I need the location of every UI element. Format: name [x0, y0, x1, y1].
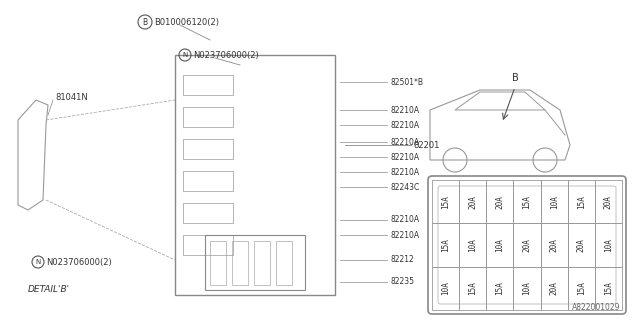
Bar: [432, 267, 459, 310]
Text: 82235: 82235: [390, 277, 414, 286]
Bar: [432, 180, 459, 223]
Text: N: N: [182, 52, 188, 58]
Bar: [459, 223, 486, 267]
Text: 10A: 10A: [604, 238, 613, 252]
Text: 15A: 15A: [604, 281, 613, 295]
Bar: [513, 180, 541, 223]
Text: 10A: 10A: [441, 281, 450, 295]
Text: 82210A: 82210A: [390, 138, 419, 147]
Bar: [513, 223, 541, 267]
Bar: [595, 223, 622, 267]
Text: B: B: [511, 73, 518, 83]
Text: 15A: 15A: [468, 281, 477, 295]
Text: 15A: 15A: [495, 281, 504, 295]
Text: 15A: 15A: [522, 195, 531, 209]
Text: 20A: 20A: [522, 238, 531, 252]
Text: 20A: 20A: [550, 238, 559, 252]
Bar: [459, 267, 486, 310]
Bar: [183, 171, 233, 191]
Text: N023706000(2): N023706000(2): [46, 258, 112, 267]
Bar: [210, 241, 226, 285]
Text: 82210A: 82210A: [390, 167, 419, 177]
Text: 15A: 15A: [577, 195, 586, 209]
Text: 15A: 15A: [577, 281, 586, 295]
Text: 20A: 20A: [495, 195, 504, 209]
Text: 15A: 15A: [441, 195, 450, 209]
Bar: [232, 241, 248, 285]
Bar: [541, 267, 568, 310]
Text: 82501*B: 82501*B: [390, 77, 423, 86]
Text: 81041N: 81041N: [55, 93, 88, 102]
Text: 10A: 10A: [495, 238, 504, 252]
Text: 10A: 10A: [522, 281, 531, 295]
Text: DETAIL'B': DETAIL'B': [28, 285, 70, 294]
Bar: [486, 267, 513, 310]
Text: 82210A: 82210A: [390, 215, 419, 225]
Text: 82210A: 82210A: [390, 230, 419, 239]
Bar: [175, 55, 335, 295]
Text: 82212: 82212: [390, 255, 413, 265]
Text: B010006120(2): B010006120(2): [154, 18, 219, 27]
Bar: [205, 235, 305, 290]
Bar: [541, 180, 568, 223]
Text: 82210A: 82210A: [390, 106, 419, 115]
Text: 10A: 10A: [468, 238, 477, 252]
Text: A822001029: A822001029: [572, 303, 620, 312]
Text: 82201: 82201: [413, 140, 440, 149]
Bar: [432, 223, 459, 267]
Text: 82243C: 82243C: [390, 182, 419, 191]
Bar: [568, 180, 595, 223]
Text: 10A: 10A: [550, 195, 559, 209]
Bar: [183, 203, 233, 223]
Text: 20A: 20A: [468, 195, 477, 209]
Text: 20A: 20A: [550, 281, 559, 295]
Text: N023706000(2): N023706000(2): [193, 51, 259, 60]
Bar: [595, 267, 622, 310]
Bar: [459, 180, 486, 223]
Text: 82210A: 82210A: [390, 121, 419, 130]
Bar: [183, 139, 233, 159]
Bar: [541, 223, 568, 267]
Text: 20A: 20A: [577, 238, 586, 252]
Bar: [276, 241, 292, 285]
Bar: [183, 75, 233, 95]
Bar: [183, 107, 233, 127]
Text: N: N: [35, 259, 40, 265]
Bar: [568, 267, 595, 310]
Bar: [486, 223, 513, 267]
Text: 20A: 20A: [604, 195, 613, 209]
Bar: [595, 180, 622, 223]
Bar: [254, 241, 270, 285]
Bar: [486, 180, 513, 223]
Bar: [183, 235, 233, 255]
Text: 15A: 15A: [441, 238, 450, 252]
Bar: [513, 267, 541, 310]
Bar: [568, 223, 595, 267]
Text: B: B: [143, 18, 148, 27]
Text: 82210A: 82210A: [390, 153, 419, 162]
